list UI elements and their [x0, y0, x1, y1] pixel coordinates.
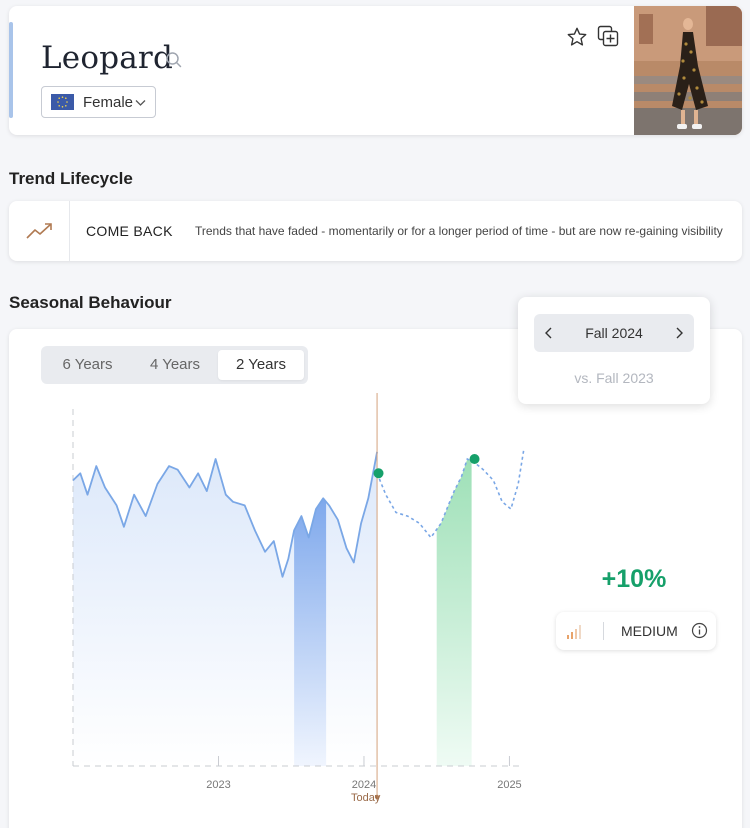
add-to-board-icon[interactable] [596, 24, 620, 48]
x-tick-label-2024: 2024 [352, 779, 376, 791]
history-line [72, 451, 378, 578]
season-stepper: Fall 2024 [534, 314, 694, 352]
tab-4-years[interactable]: 4 Years [149, 356, 201, 373]
trend-photo [634, 6, 742, 135]
this-year-highlight [436, 459, 472, 766]
lifecycle-stage: COME BACK [86, 223, 173, 239]
info-icon[interactable] [691, 622, 708, 639]
season-marker-2 [469, 453, 480, 464]
lifecycle-heading: Trend Lifecycle [9, 169, 133, 188]
accent-bar [9, 22, 13, 118]
signal-strength-icon [567, 625, 581, 639]
trend-up-icon [26, 223, 52, 239]
compare-season-label: vs. Fall 2023 [574, 370, 654, 386]
lifecycle-card: COME BACK Trends that have faded - momen… [9, 201, 742, 261]
last-year-highlight [294, 498, 327, 766]
season-selector: Fall 2024 vs. Fall 2023 [518, 297, 710, 404]
trend-title: Leopard [41, 40, 173, 76]
strength-badge: MEDIUM [556, 612, 716, 650]
season-marker-1 [373, 468, 384, 479]
strength-label: MEDIUM [621, 623, 678, 639]
lifecycle-description: Trends that have faded - momentarily or … [195, 224, 723, 238]
season-label: Fall 2024 [585, 325, 643, 341]
tab-6-years[interactable]: 6 Years [62, 356, 113, 373]
today-dot [374, 794, 380, 800]
seasonal-card: Today 2023 2024 2025 6 Years 4 Years 2 Year… [9, 329, 742, 828]
range-tabs: 6 Years 4 Years 2 Years [41, 346, 308, 384]
x-tick-label-2025: 2025 [497, 779, 521, 791]
chevron-down-icon [135, 100, 146, 106]
gender-select[interactable]: Female [41, 86, 156, 118]
divider [603, 622, 604, 640]
history-area [73, 451, 378, 766]
search-icon[interactable] [165, 51, 183, 69]
today-label: Today [351, 792, 381, 804]
seasonal-heading: Seasonal Behaviour [9, 293, 172, 312]
growth-value: +10% [601, 565, 667, 593]
next-season-button[interactable] [664, 314, 694, 352]
seasonal-chart: Today 2023 2024 2025 [72, 393, 525, 804]
trend-header-card: Leopard Female [9, 6, 742, 135]
x-tick-label-2023: 2023 [206, 779, 230, 791]
eu-flag-icon [51, 94, 74, 110]
favorite-star-icon[interactable] [566, 26, 588, 48]
gender-select-value: Female [83, 93, 134, 111]
tab-2-years[interactable]: 2 Years [218, 350, 304, 380]
prev-season-button[interactable] [534, 314, 564, 352]
divider [69, 201, 70, 261]
